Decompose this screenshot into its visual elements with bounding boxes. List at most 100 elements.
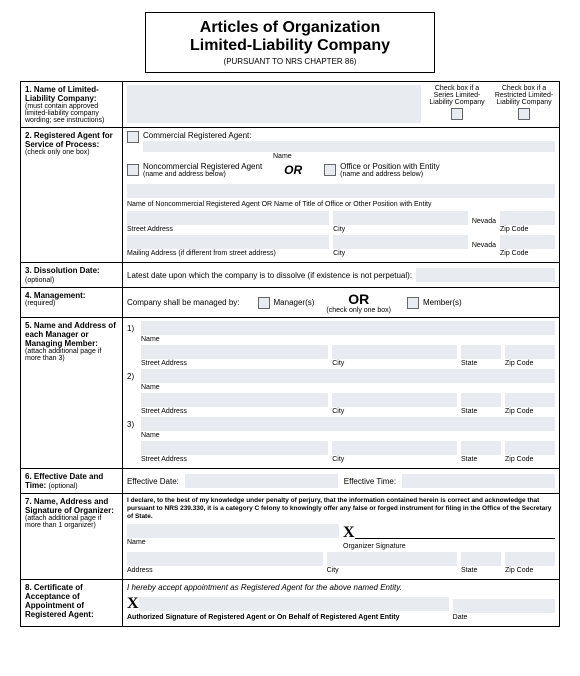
org-city[interactable]	[327, 552, 457, 566]
dissolution-text: Latest date upon which the company is to…	[127, 271, 412, 280]
m3-name[interactable]	[141, 417, 555, 431]
org-state[interactable]	[461, 552, 501, 566]
dissolution-date-input[interactable]	[416, 268, 555, 282]
s5-title: Name and Address of each Manager or Mana…	[25, 321, 116, 348]
declaration-text: I declare, to the best of my knowledge u…	[127, 497, 555, 521]
m3-zip[interactable]	[505, 441, 555, 455]
s4-title: Management:	[34, 291, 86, 300]
s5-num: 5.	[25, 321, 32, 330]
agent-name-lbl: Name of Noncommercial Registered Agent O…	[127, 201, 555, 208]
m1-name[interactable]	[141, 321, 555, 335]
org-zip[interactable]	[505, 552, 555, 566]
org-state-lbl: State	[461, 567, 501, 574]
sig-x-1: X	[343, 524, 355, 542]
s2-num: 2.	[25, 131, 32, 140]
section-1: 1. Name of Limited-Liability Company: (m…	[21, 82, 559, 128]
street-lbl-1: Street Address	[127, 226, 329, 233]
noncommercial-agent-checkbox[interactable]	[127, 164, 139, 176]
s3-title: Dissolution Date:	[34, 266, 100, 275]
s7-num: 7.	[25, 497, 32, 506]
commercial-agent-checkbox[interactable]	[127, 131, 139, 143]
section-4: 4. Management: (required) Company shall …	[21, 288, 559, 318]
m3-state-lbl: State	[461, 456, 501, 463]
m2-street[interactable]	[141, 393, 328, 407]
restricted-checkbox[interactable]	[518, 108, 530, 120]
commercial-agent-name-lbl: Name	[273, 153, 555, 160]
section-6: 6. Effective Date and Time: (optional) E…	[21, 469, 559, 494]
management-text: Company shall be managed by:	[127, 298, 240, 307]
s4-sub: (required)	[25, 300, 118, 307]
organizer-name-input[interactable]	[127, 524, 339, 538]
m2-state-lbl: State	[461, 408, 501, 415]
m2-zip-lbl: Zip Code	[505, 408, 555, 415]
m1-zip-lbl: Zip Code	[505, 360, 555, 367]
eff-date-label: Effective Date:	[127, 477, 179, 486]
zip-input-1[interactable]	[500, 211, 555, 225]
member-row-1: 1) Name Street Address City State Zip Co…	[127, 321, 555, 367]
eff-time-label: Effective Time:	[344, 477, 396, 486]
office-position-sub: (name and address below)	[340, 171, 439, 178]
m2-city[interactable]	[332, 393, 457, 407]
organizer-sig-lbl: Organizer Signature	[343, 543, 555, 550]
s1-title: Name of Limited-Liability Company:	[25, 85, 99, 103]
eff-time-input[interactable]	[402, 474, 555, 488]
s6-num: 6.	[25, 472, 32, 481]
m3-zip-lbl: Zip Code	[505, 456, 555, 463]
org-addr[interactable]	[127, 552, 323, 566]
m2-name-lbl: Name	[141, 384, 555, 391]
m1-city-lbl: City	[332, 360, 457, 367]
s2-sub: (check only one box)	[25, 149, 118, 156]
sig-x-2: X	[127, 595, 139, 613]
r1: 1)	[127, 324, 141, 333]
city-input-1[interactable]	[333, 211, 468, 225]
member-row-3: 3) Name Street Address City State Zip Co…	[127, 417, 555, 463]
street-input-1[interactable]	[127, 211, 329, 225]
agent-date-input[interactable]	[453, 599, 555, 613]
zip-input-2[interactable]	[500, 235, 555, 249]
nevada-2: Nevada	[472, 242, 496, 257]
title-box: Articles of Organization Limited-Liabili…	[145, 12, 435, 73]
m3-state[interactable]	[461, 441, 501, 455]
mailing-input[interactable]	[127, 235, 329, 249]
m1-city[interactable]	[332, 345, 457, 359]
agent-sig-lbl: Authorized Signature of Registered Agent…	[127, 614, 449, 621]
city-input-2[interactable]	[333, 235, 468, 249]
m2-street-lbl: Street Address	[141, 408, 328, 415]
company-name-input[interactable]	[127, 85, 421, 123]
m3-street[interactable]	[141, 441, 328, 455]
commercial-agent-label: Commercial Registered Agent:	[143, 131, 555, 140]
s8-title: Certificate of Acceptance of Appointment…	[25, 583, 94, 619]
agent-sig-input[interactable]	[139, 597, 449, 611]
m1-state[interactable]	[461, 345, 501, 359]
managers-checkbox[interactable]	[258, 297, 270, 309]
commercial-agent-name-input[interactable]	[143, 141, 555, 152]
office-position-checkbox[interactable]	[324, 164, 336, 176]
or-1: OR	[284, 163, 302, 177]
organizer-name-lbl: Name	[127, 539, 339, 546]
r2: 2)	[127, 372, 141, 381]
m2-city-lbl: City	[332, 408, 457, 415]
m2-state[interactable]	[461, 393, 501, 407]
nevada-1: Nevada	[472, 218, 496, 233]
m2-name[interactable]	[141, 369, 555, 383]
s4-num: 4.	[25, 291, 32, 300]
form: 1. Name of Limited-Liability Company: (m…	[20, 81, 560, 627]
section-5: 5. Name and Address of each Manager or M…	[21, 318, 559, 469]
office-position-label: Office or Position with Entity	[340, 162, 439, 171]
mailing-lbl: Mailing Address (if different from stree…	[127, 250, 329, 257]
m3-city[interactable]	[332, 441, 457, 455]
m2-zip[interactable]	[505, 393, 555, 407]
eff-date-input[interactable]	[185, 474, 338, 488]
s7-title: Name, Address and Signature of Organizer…	[25, 497, 114, 515]
organizer-sig-input[interactable]	[355, 527, 555, 539]
s2-title: Registered Agent for Service of Process:	[25, 131, 113, 149]
agent-name-input[interactable]	[127, 184, 555, 198]
s5-sub: (attach additional page if more than 3)	[25, 348, 118, 362]
m1-zip[interactable]	[505, 345, 555, 359]
section-2: 2. Registered Agent for Service of Proce…	[21, 128, 559, 263]
series-checkbox[interactable]	[451, 108, 463, 120]
m1-street[interactable]	[141, 345, 328, 359]
members-checkbox[interactable]	[407, 297, 419, 309]
s7-sub: (attach additional page if more than 1 o…	[25, 515, 118, 529]
s1-num: 1.	[25, 85, 32, 94]
